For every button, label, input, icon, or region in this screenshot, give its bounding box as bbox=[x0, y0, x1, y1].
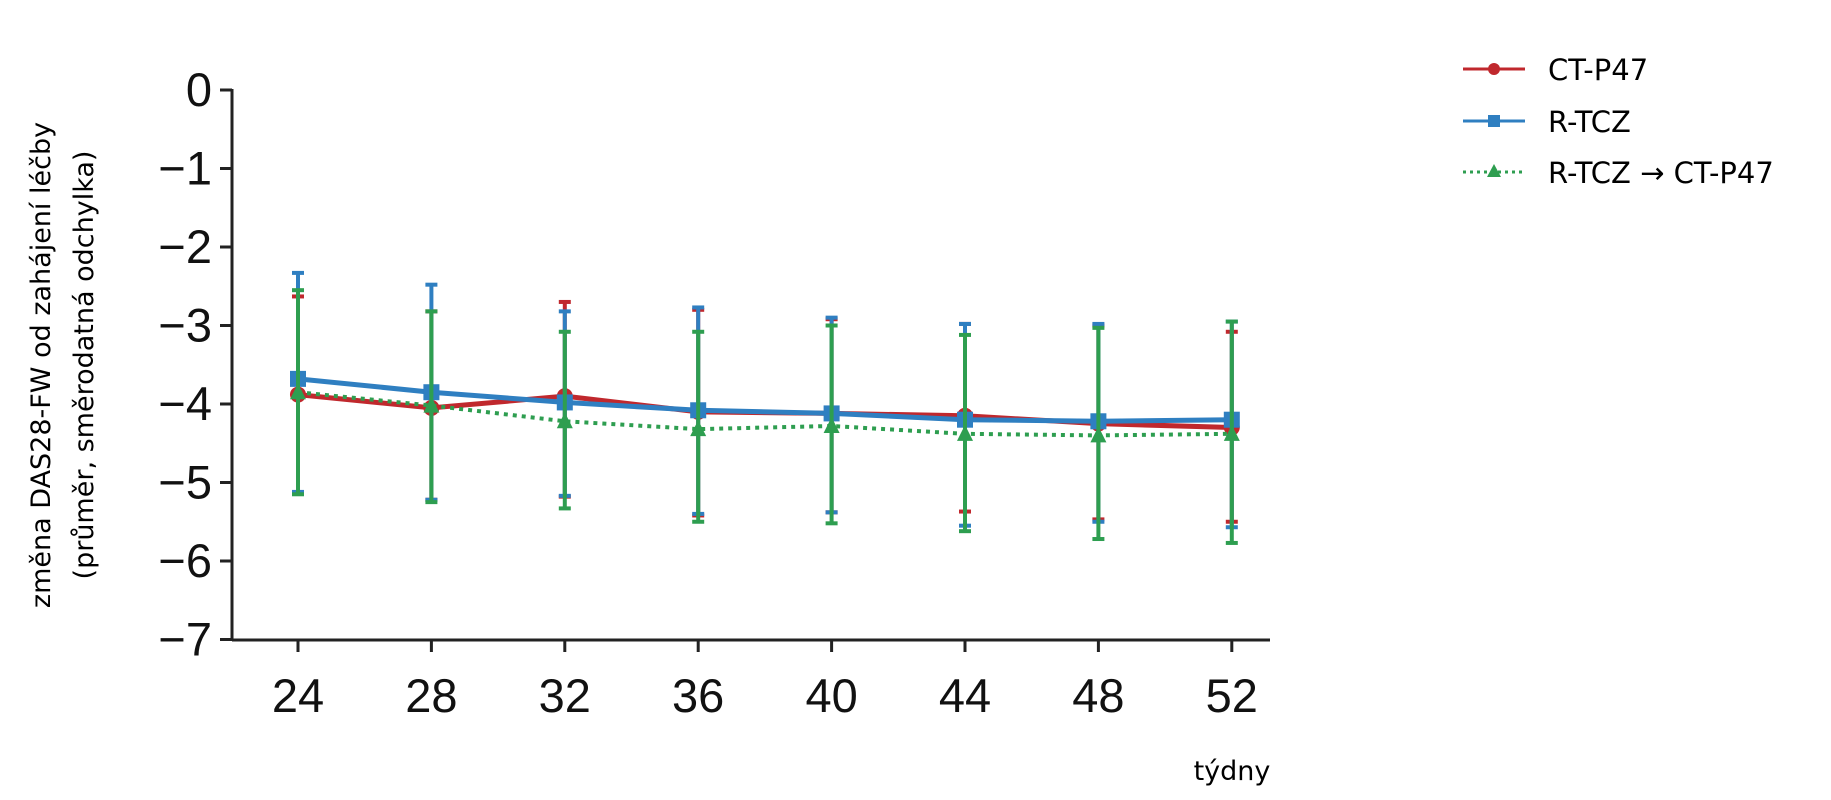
legend: CT-P47 R-TCZ R-TCZ → CT-P47 bbox=[1463, 53, 1774, 190]
legend-label-r-tcz: R-TCZ bbox=[1548, 105, 1631, 139]
series-r-tcz-ct-p47 bbox=[290, 288, 1240, 545]
x-tick-label: 24 bbox=[272, 669, 324, 722]
y-axis-title: změna DAS28-FW od zahájení léčby (průměr… bbox=[26, 122, 100, 608]
x-tick-label: 28 bbox=[405, 669, 457, 722]
x-tick-label: 40 bbox=[805, 669, 857, 722]
y-tick-label: −7 bbox=[158, 613, 212, 666]
x-ticks: 24 28 32 36 40 44 48 52 bbox=[272, 640, 1258, 722]
legend-marker-r-tcz bbox=[1488, 115, 1500, 127]
x-tick-label: 44 bbox=[939, 669, 991, 722]
y-tick-label: −4 bbox=[158, 377, 212, 430]
legend-item-r-tcz: R-TCZ bbox=[1463, 105, 1631, 139]
data-point bbox=[957, 424, 973, 441]
data-point bbox=[290, 383, 306, 400]
data-point bbox=[823, 416, 840, 433]
data-point bbox=[1223, 424, 1240, 441]
legend-marker-ct-p47 bbox=[1488, 63, 1500, 75]
y-ticks: 0 −1 −2 −3 −4 −5 −6 −7 bbox=[158, 63, 232, 666]
series-line bbox=[297, 376, 1232, 424]
x-tick-label: 36 bbox=[672, 669, 724, 722]
data-point bbox=[1090, 426, 1107, 443]
data-point bbox=[690, 420, 707, 437]
x-tick-label: 48 bbox=[1072, 669, 1124, 722]
legend-label-r-tcz-ct-p47: R-TCZ → CT-P47 bbox=[1548, 156, 1774, 190]
plot-area bbox=[290, 270, 1240, 545]
legend-item-ct-p47: CT-P47 bbox=[1463, 53, 1648, 87]
x-axis-title: týdny bbox=[1194, 756, 1271, 787]
legend-label-ct-p47: CT-P47 bbox=[1548, 53, 1648, 87]
y-tick-label: −3 bbox=[158, 299, 212, 352]
y-tick-label: −5 bbox=[158, 456, 212, 509]
y-axis-title-line-2: (průměr, směrodatná odchylka) bbox=[69, 151, 100, 580]
legend-marker-r-tcz-ct-p47 bbox=[1487, 164, 1501, 177]
series-line bbox=[297, 390, 1232, 438]
y-tick-label: −1 bbox=[158, 142, 212, 195]
x-tick-label: 32 bbox=[539, 669, 591, 722]
y-axis-title-line-1: změna DAS28-FW od zahájení léčby bbox=[26, 122, 57, 608]
legend-item-r-tcz-ct-p47: R-TCZ → CT-P47 bbox=[1463, 156, 1774, 190]
y-tick-label: 0 bbox=[186, 63, 212, 116]
x-tick-label: 52 bbox=[1206, 669, 1258, 722]
data-point bbox=[556, 412, 573, 429]
data-point bbox=[423, 396, 440, 413]
y-tick-label: −6 bbox=[158, 534, 212, 587]
y-tick-label: −2 bbox=[158, 220, 212, 273]
